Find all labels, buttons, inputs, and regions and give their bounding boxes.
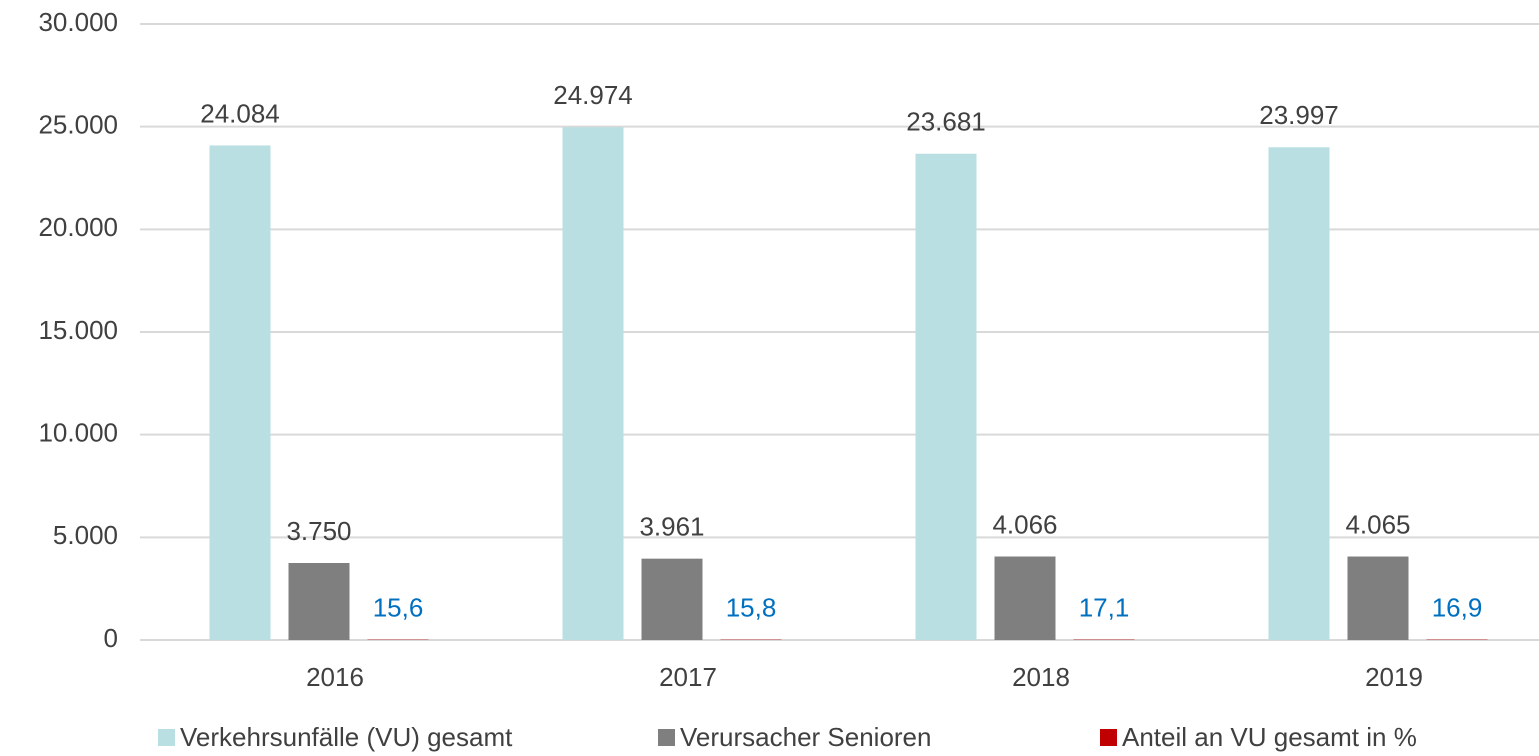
value-label: 15,8 — [726, 593, 777, 623]
bar — [915, 153, 977, 641]
legend-label: Verkehrsunfälle (VU) gesamt — [180, 722, 513, 752]
legend-swatch — [158, 729, 175, 746]
legend-swatch — [658, 729, 675, 746]
value-label: 24.084 — [200, 98, 280, 128]
legend-label: Anteil an VU gesamt in % — [1122, 722, 1417, 752]
bar — [209, 145, 271, 640]
value-label: 17,1 — [1079, 593, 1130, 623]
value-label: 23.681 — [906, 107, 986, 137]
bar — [288, 563, 350, 640]
y-tick-label: 15.000 — [38, 315, 118, 345]
y-tick-label: 5.000 — [53, 520, 118, 550]
value-label: 23.997 — [1259, 100, 1339, 130]
x-tick-label: 2016 — [306, 662, 364, 692]
x-tick-label: 2019 — [1365, 662, 1423, 692]
bar — [641, 558, 703, 640]
bar — [1347, 556, 1409, 640]
value-label: 24.974 — [553, 80, 633, 110]
x-tick-label: 2018 — [1012, 662, 1070, 692]
y-tick-label: 30.000 — [38, 7, 118, 37]
y-tick-label: 25.000 — [38, 110, 118, 140]
y-tick-label: 20.000 — [38, 212, 118, 242]
bar — [1268, 147, 1330, 640]
x-tick-label: 2017 — [659, 662, 717, 692]
value-label: 4.065 — [1345, 509, 1410, 539]
legend-swatch — [1100, 729, 1117, 746]
bar — [562, 127, 624, 640]
value-label: 15,6 — [373, 593, 424, 623]
value-label: 3.750 — [286, 516, 351, 546]
value-label: 3.961 — [639, 512, 704, 542]
bar — [994, 556, 1056, 640]
legend-label: Verursacher Senioren — [680, 722, 931, 752]
y-tick-label: 0 — [104, 623, 118, 653]
y-tick-label: 10.000 — [38, 418, 118, 448]
value-label: 16,9 — [1432, 593, 1483, 623]
value-label: 4.066 — [992, 509, 1057, 539]
